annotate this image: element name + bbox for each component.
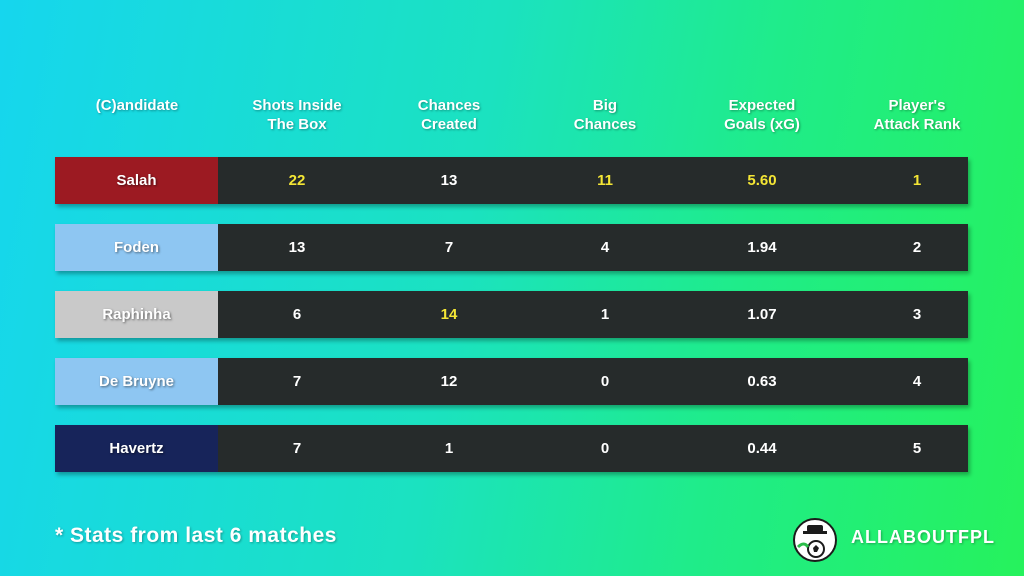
cell: 1.94 [747,239,777,256]
cell: 7 [292,373,302,390]
cell: 4 [912,373,922,390]
cell: 14 [440,306,458,323]
column-header: Player's Attack Rank [873,97,961,133]
brand-logo [793,518,837,562]
table-row: Foden 13 7 4 1.94 2 [55,224,968,271]
column-header: Shots Inside The Box [252,97,342,133]
column-header: Big Chances [573,97,637,133]
cell: 1.07 [747,306,777,323]
cell: 12 [440,373,458,390]
cell: 3 [912,306,922,323]
cell: 13 [440,172,458,189]
player-name: Raphinha [55,291,218,338]
table-row: Raphinha 6 14 1 1.07 3 [55,291,968,338]
player-name: Salah [55,157,218,204]
player-name: Havertz [55,425,218,472]
player-name: Foden [55,224,218,271]
cell: 0 [600,373,610,390]
table-row: Havertz 7 1 0 0.44 5 [55,425,968,472]
cell: 5.60 [747,172,777,189]
cell: 22 [288,172,306,189]
table-row: De Bruyne 7 12 0 0.63 4 [55,358,968,405]
cell: 7 [292,440,302,457]
cell: 4 [600,239,610,256]
brand-name: ALLABOUTFPL [851,527,995,547]
cell: 0.63 [747,373,777,390]
column-header: Expected Goals (xG) [724,97,800,133]
cell: 7 [444,239,454,256]
cell: 1 [600,306,610,323]
column-header: (C)andidate [95,97,179,114]
table-row: Salah 22 13 11 5.60 1 [55,157,968,204]
cell: 5 [912,440,922,457]
cell: 1 [912,172,922,189]
cell: 2 [912,239,922,256]
cell: 0 [600,440,610,457]
cell: 11 [597,172,613,189]
cell: 13 [288,239,306,256]
cell: 6 [292,306,302,323]
cell: 1 [444,440,454,457]
column-header: Chances Created [417,97,481,133]
cell: 0.44 [747,440,777,457]
player-name: De Bruyne [55,358,218,405]
footnote: * Stats from last 6 matches [55,524,337,547]
